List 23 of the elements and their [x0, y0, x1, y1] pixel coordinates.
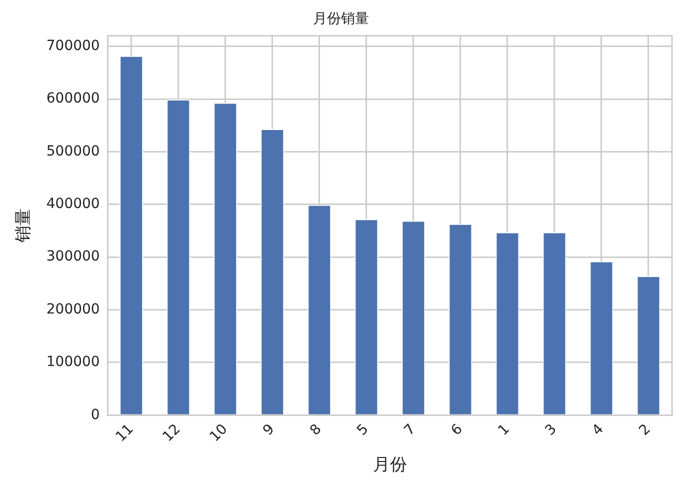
x-tick-label: 6 [448, 421, 466, 439]
x-tick-label: 1 [495, 421, 513, 439]
x-tick-label: 8 [307, 421, 325, 439]
x-tick-label: 12 [160, 421, 184, 446]
x-tick-label: 5 [354, 421, 372, 439]
x-tick-label: 9 [260, 421, 278, 439]
x-tick-label: 2 [636, 421, 654, 439]
x-tick-label: 7 [401, 421, 419, 439]
y-tick-label: 100000 [46, 354, 100, 370]
y-tick-label: 700000 [46, 38, 100, 54]
y-tick-label: 0 [90, 406, 100, 423]
y-tick-label: 500000 [46, 143, 100, 160]
y-tick-label: 400000 [46, 196, 100, 212]
x-tick-label: 10 [206, 421, 231, 446]
y-tick-label: 300000 [46, 248, 100, 265]
y-axis-title: 销量 [14, 208, 34, 244]
y-tick-label: 200000 [46, 301, 100, 318]
x-axis-title: 月份 [372, 455, 407, 476]
chart-title: 月份销量 [313, 11, 369, 28]
y-tick-label: 600000 [46, 90, 100, 107]
x-tick-label: 4 [589, 421, 607, 439]
x-tick-label: 3 [542, 421, 560, 439]
x-tick-label: 11 [112, 421, 137, 446]
